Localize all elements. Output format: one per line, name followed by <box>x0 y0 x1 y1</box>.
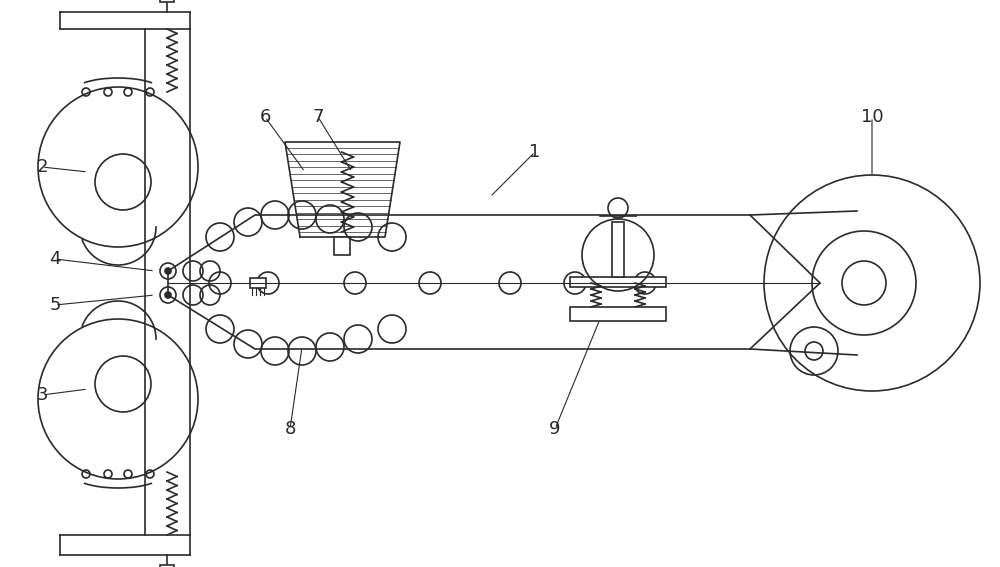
Bar <box>160 0 174 2</box>
Text: 7: 7 <box>312 108 324 126</box>
Bar <box>612 222 624 277</box>
Bar <box>570 307 666 321</box>
Text: 9: 9 <box>549 420 561 438</box>
Circle shape <box>165 292 171 298</box>
Circle shape <box>165 268 171 274</box>
Text: 5: 5 <box>49 296 61 314</box>
Text: 1: 1 <box>529 143 541 161</box>
Bar <box>160 565 174 567</box>
Text: 10: 10 <box>861 108 883 126</box>
Bar <box>570 277 666 287</box>
Text: 4: 4 <box>49 250 61 268</box>
Bar <box>250 278 266 288</box>
Text: 8: 8 <box>284 420 296 438</box>
Text: 6: 6 <box>259 108 271 126</box>
Text: 3: 3 <box>36 386 48 404</box>
Text: 2: 2 <box>36 158 48 176</box>
Bar <box>334 237 350 255</box>
